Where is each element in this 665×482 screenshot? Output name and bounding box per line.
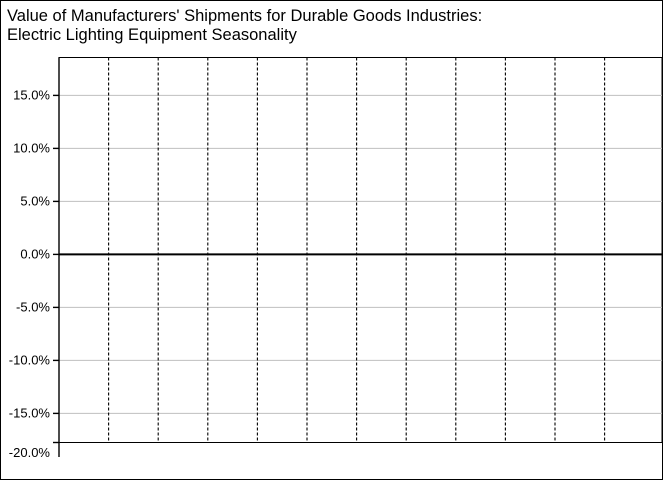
svg-text:10.0%: 10.0% (13, 141, 50, 156)
svg-text:-20.0%: -20.0% (9, 445, 51, 460)
svg-text:15.0%: 15.0% (13, 88, 50, 103)
svg-text:-5.0%: -5.0% (16, 300, 50, 315)
svg-text:-10.0%: -10.0% (9, 353, 51, 368)
svg-text:0.0%: 0.0% (20, 247, 50, 262)
svg-text:-15.0%: -15.0% (9, 406, 51, 421)
svg-text:5.0%: 5.0% (20, 194, 50, 209)
